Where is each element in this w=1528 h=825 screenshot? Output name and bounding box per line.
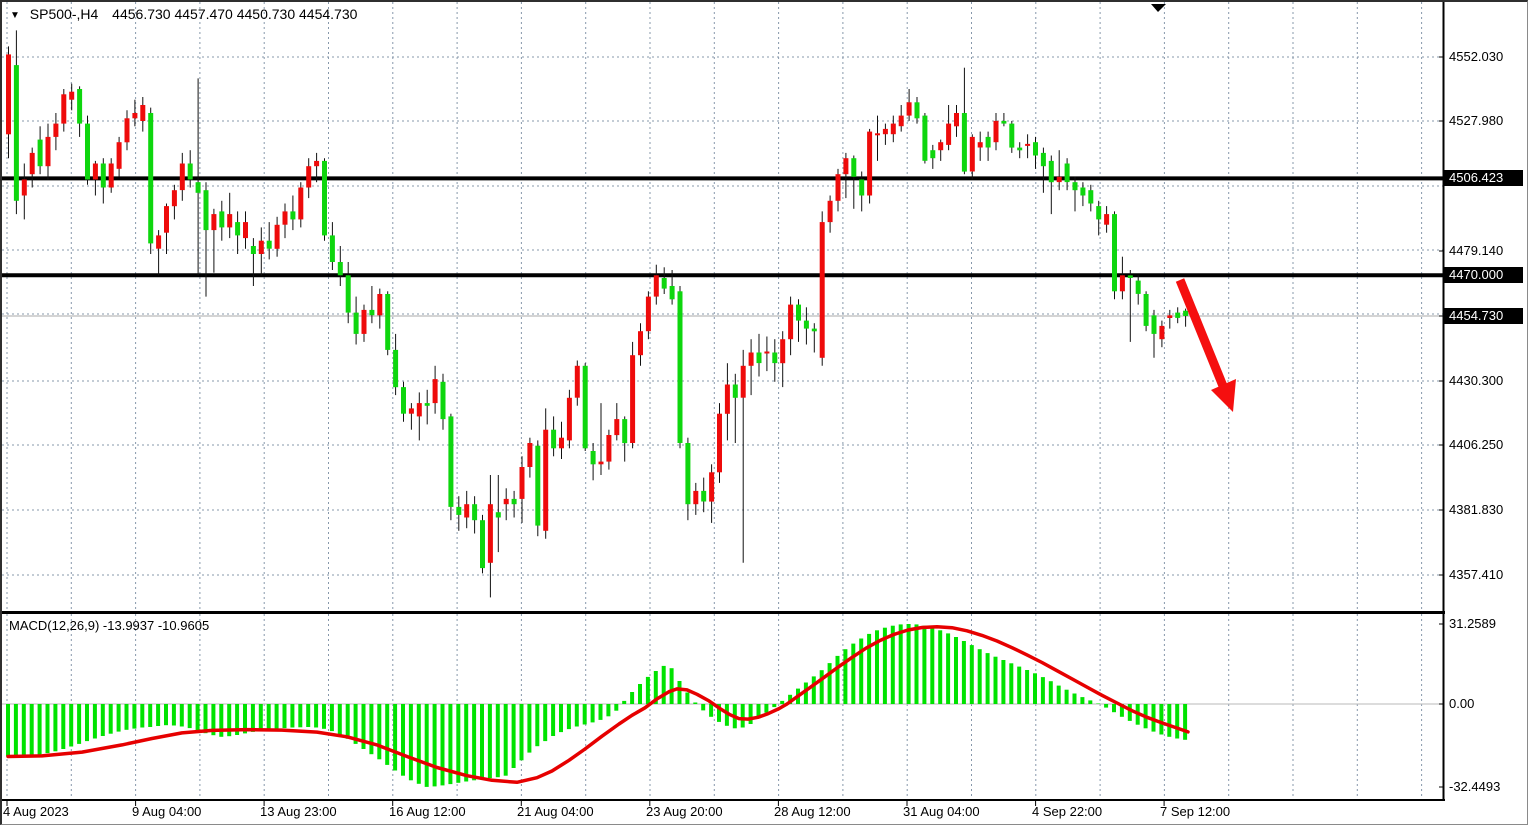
price-tag: 4454.730 [1444,308,1523,324]
macd-axis-label: 31.2589 [1449,616,1496,631]
price-axis-label: 4430.300 [1449,373,1504,388]
price-axis-label: 4381.830 [1449,502,1504,517]
price-axis-label: 4552.030 [1449,49,1504,64]
price-axis-label: 4406.250 [1449,437,1504,452]
price-axis-label: 4527.980 [1449,113,1504,128]
price-axis-label: 4479.140 [1449,243,1504,258]
price-tag: 4506.423 [1444,170,1523,186]
price-axis-label: 4357.410 [1449,567,1504,582]
down-arrow-annotation [1175,278,1236,412]
chart-shift-marker-icon [1151,4,1166,12]
candlestick-plot[interactable] [2,2,1445,824]
macd-axis-label: -32.4493 [1449,779,1501,794]
macd-axis-label: 0.00 [1449,696,1475,711]
price-tag: 4470.000 [1444,267,1523,283]
